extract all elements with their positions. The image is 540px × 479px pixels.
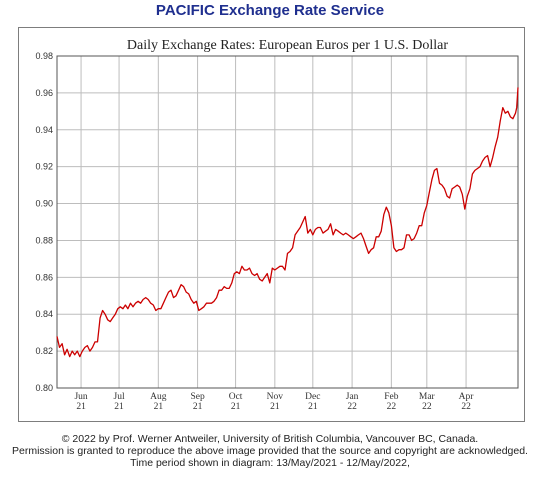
x-tick-year: 21 (114, 402, 124, 412)
x-tick-year: 21 (308, 402, 318, 412)
footer: © 2022 by Prof. Werner Antweiler, Univer… (0, 433, 540, 469)
x-tick-month: Feb (384, 392, 399, 402)
x-tick-month: Nov (267, 392, 284, 402)
y-tick-label: 0.94 (35, 125, 53, 135)
x-tick-year: 21 (154, 402, 164, 412)
x-tick-month: Jan (346, 392, 359, 402)
x-tick-year: 22 (387, 402, 397, 412)
y-tick-label: 0.92 (35, 162, 53, 172)
y-tick-label: 0.86 (35, 272, 53, 282)
x-tick-month: Oct (229, 392, 243, 402)
plot-area-border (56, 55, 519, 389)
x-tick-year: 22 (347, 402, 357, 412)
service-title: PACIFIC Exchange Rate Service (155, 2, 385, 19)
x-tick-year: 22 (422, 402, 432, 412)
y-tick-label: 0.90 (35, 199, 53, 209)
x-tick-month: Aug (150, 392, 167, 402)
y-tick-label: 0.98 (35, 51, 53, 61)
y-tick-label: 0.88 (35, 235, 53, 245)
x-tick-month: Jun (74, 392, 87, 402)
y-tick-label: 0.96 (35, 88, 53, 98)
x-tick-month: Dec (305, 392, 320, 402)
x-tick-month: Jul (114, 392, 125, 402)
y-tick-label: 0.80 (35, 383, 53, 393)
x-tick-year: 21 (270, 402, 280, 412)
y-tick-label: 0.84 (35, 309, 53, 319)
x-tick-year: 21 (76, 402, 86, 412)
x-tick-month: Apr (459, 392, 475, 402)
permission-line: Permission is granted to reproduce the a… (12, 445, 528, 457)
x-tick-year: 21 (231, 402, 241, 412)
x-tick-year: 21 (193, 402, 203, 412)
y-tick-label: 0.82 (35, 346, 53, 356)
series-line (56, 87, 519, 358)
x-tick-year: 22 (461, 402, 471, 412)
x-tick-month: Mar (419, 392, 436, 402)
copyright-line: © 2022 by Prof. Werner Antweiler, Univer… (61, 433, 479, 445)
chart-title: Daily Exchange Rates: European Euros per… (127, 38, 448, 53)
period-line: Time period shown in diagram: 13/May/202… (130, 457, 410, 469)
x-tick-month: Sep (190, 392, 205, 402)
exchange-rate-chart: Daily Exchange Rates: European Euros per… (35, 38, 519, 412)
chart-frame: Daily Exchange Rates: European Euros per… (18, 27, 525, 422)
